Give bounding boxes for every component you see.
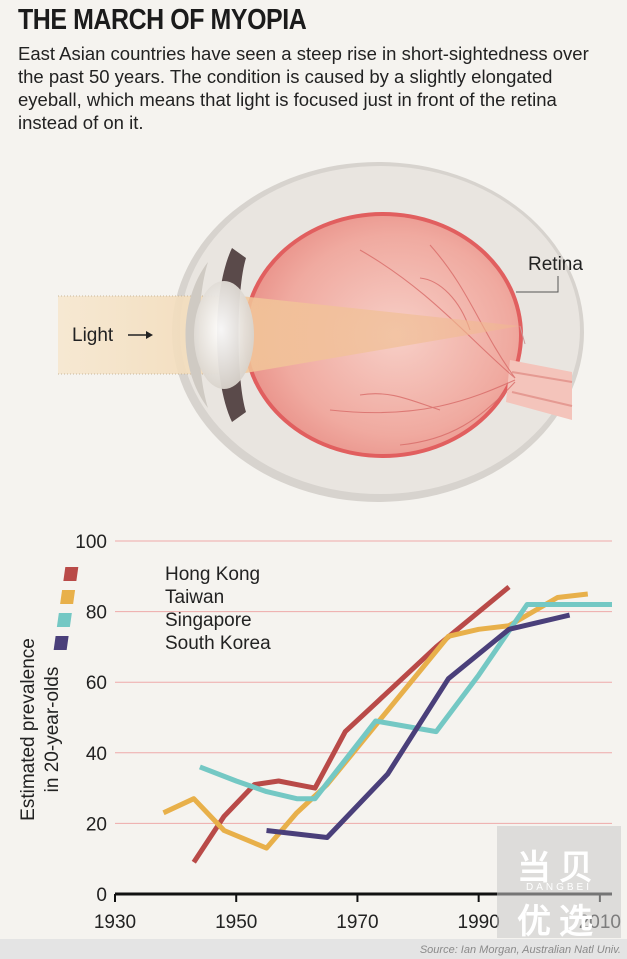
y-axis-label: in 20-year-olds [42,667,63,793]
y-tick-label: 40 [86,744,107,765]
y-tick-label: 60 [86,673,107,694]
legend-label: South Korea [165,633,271,654]
retina-label: Retina [528,254,583,275]
series-line-hong-kong [191,584,511,864]
y-tick-label: 80 [86,603,107,624]
legend-label: Taiwan [165,587,224,608]
legend-swatch [56,613,72,627]
source-note: Source: Ian Morgan, Australian Natl Univ… [419,944,621,956]
lens [194,281,254,389]
legend-swatch [60,590,76,604]
series-line-singapore [198,602,612,802]
y-tick-label: 20 [86,814,107,835]
y-tick-label: 100 [75,532,107,553]
watermark-sub: DANGBEI [525,882,592,893]
y-tick-label: 0 [96,885,107,906]
watermark-line2: 优选 [517,903,601,941]
page-title: THE MARCH OF MYOPIA [18,4,307,36]
y-axis-label: Estimated prevalence [18,638,39,821]
legend-swatch [63,567,79,581]
x-tick-label: 1990 [458,912,500,933]
watermark: 当贝 DANGBEI 优选 [497,826,621,941]
footer-band [0,939,627,959]
watermark-line1: 当贝 [517,849,601,887]
intro-text: East Asian countries have seen a steep r… [18,43,589,133]
retina-pointer [516,276,559,293]
light-label: Light [72,325,114,346]
legend-label: Hong Kong [165,564,260,585]
x-tick-label: 1970 [336,912,378,933]
focus-cone [240,296,520,374]
legend-swatch [53,636,69,650]
x-tick-label: 1950 [215,912,257,933]
x-tick-label: 1930 [94,912,136,933]
optic-nerve [506,360,572,420]
blood-vessels [329,244,516,446]
light-arrow-head [146,331,153,339]
series-line-south-korea [266,612,571,840]
eye-diagram: Light Retina [58,162,584,502]
legend-label: Singapore [165,610,252,631]
